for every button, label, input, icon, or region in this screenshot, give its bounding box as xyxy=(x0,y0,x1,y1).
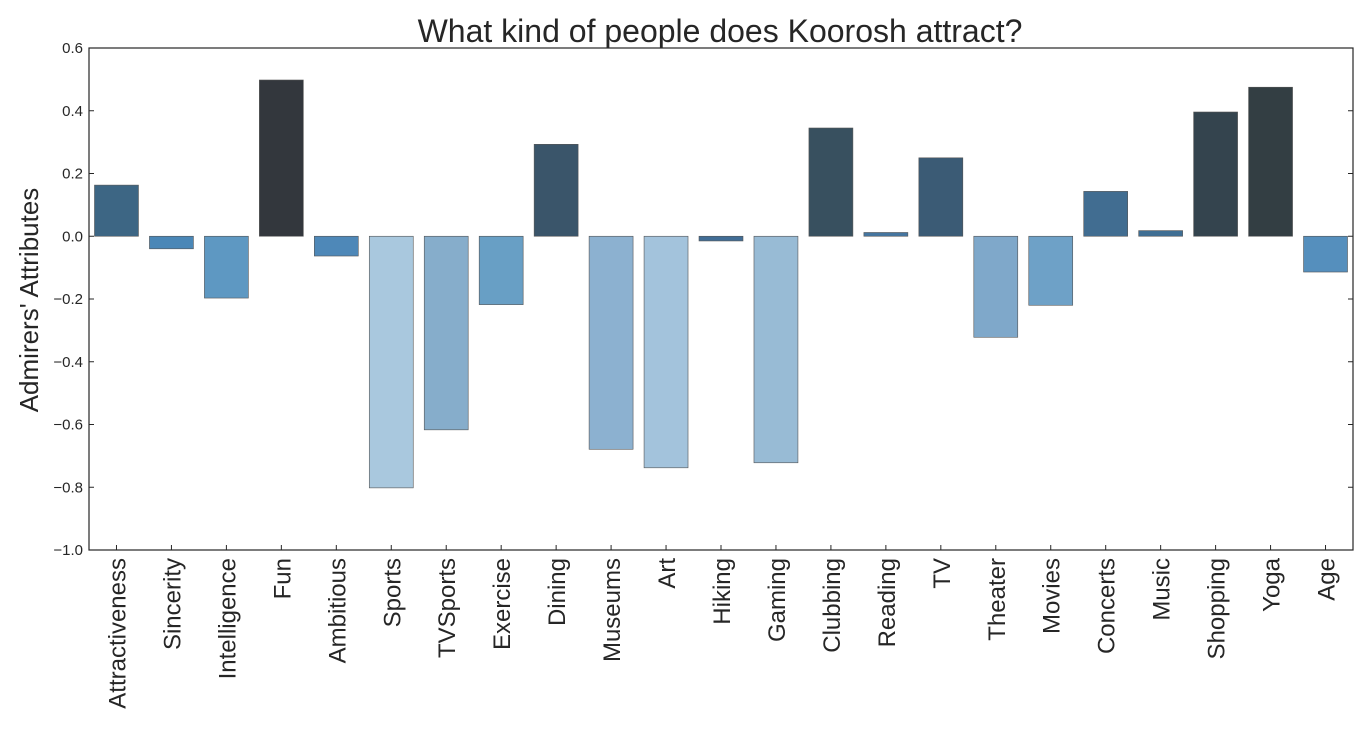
y-tick-label: −0.6 xyxy=(53,417,83,434)
bar-fun xyxy=(259,79,304,237)
x-tick-label: Yoga xyxy=(1259,557,1286,612)
bar-dining xyxy=(533,144,579,237)
y-axis-ticks: −1.0 −0.8 −0.6 −0.4 −0.2 0.0 0.2 0.4 0.6 xyxy=(53,40,1353,559)
bar-exercise xyxy=(478,235,524,305)
y-tick-label: −1.0 xyxy=(53,542,83,559)
bar-intelligence xyxy=(204,235,249,299)
bar-art xyxy=(643,235,689,469)
x-tick-label: Sincerity xyxy=(159,558,186,650)
x-tick-label: TVSports xyxy=(434,558,461,658)
y-tick-label: −0.4 xyxy=(53,354,83,371)
bar-tv xyxy=(918,157,964,237)
x-tick-label: Reading xyxy=(874,558,901,647)
y-tick-label: −0.2 xyxy=(53,291,83,308)
x-tick-label: Age xyxy=(1314,558,1341,601)
bar-tvsports xyxy=(423,235,469,431)
x-tick-label: Gaming xyxy=(764,558,791,642)
y-tick-label: 0.4 xyxy=(62,103,83,120)
bar-attractiveness xyxy=(94,184,139,237)
chart-title: What kind of people does Koorosh attract… xyxy=(418,13,1023,49)
bar-reading xyxy=(863,232,909,237)
bar-series xyxy=(94,79,1348,489)
bar-ambitious xyxy=(314,235,359,257)
x-tick-label: Ambitious xyxy=(324,558,351,663)
x-axis-ticks: Attractiveness Sincerity Intelligence Fun Am… xyxy=(104,545,1341,709)
plot-frame xyxy=(88,47,1354,551)
bar-theater xyxy=(973,235,1019,338)
x-tick-label: Clubbing xyxy=(819,558,846,653)
x-tick-label: Fun xyxy=(269,558,296,599)
bar-sports xyxy=(368,235,414,489)
bar-gaming xyxy=(753,235,799,464)
x-tick-label: Attractiveness xyxy=(104,558,131,709)
bar-age xyxy=(1303,235,1348,273)
x-tick-label: Sports xyxy=(379,558,406,627)
y-tick-label: 0.6 xyxy=(62,40,83,57)
x-tick-label: Museums xyxy=(599,558,626,662)
x-tick-label: Music xyxy=(1149,558,1176,621)
bar-sincerity xyxy=(149,235,194,250)
x-tick-label: Theater xyxy=(984,558,1011,641)
y-axis-label: Admirers' Attributes xyxy=(14,188,44,413)
x-tick-label: Exercise xyxy=(489,558,516,650)
x-tick-label: Concerts xyxy=(1094,558,1121,654)
y-tick-label: 0.0 xyxy=(62,228,83,245)
bar-hiking xyxy=(698,235,744,242)
bar-concerts xyxy=(1083,191,1128,237)
x-tick-label: Art xyxy=(654,558,681,589)
bar-shopping xyxy=(1193,111,1238,237)
bar-yoga xyxy=(1248,86,1293,237)
y-tick-label: −0.8 xyxy=(53,479,83,496)
x-tick-label: Intelligence xyxy=(214,558,241,679)
y-tick-label: 0.2 xyxy=(62,166,83,183)
x-tick-label: Hiking xyxy=(709,558,736,625)
bar-clubbing xyxy=(808,127,854,237)
bar-music xyxy=(1138,230,1183,237)
x-tick-label: TV xyxy=(929,558,956,589)
x-tick-label: Movies xyxy=(1039,558,1066,634)
bar-museums xyxy=(588,235,634,450)
x-tick-label: Shopping xyxy=(1204,558,1231,659)
bar-movies xyxy=(1028,235,1074,306)
x-tick-label: Dining xyxy=(544,558,571,626)
